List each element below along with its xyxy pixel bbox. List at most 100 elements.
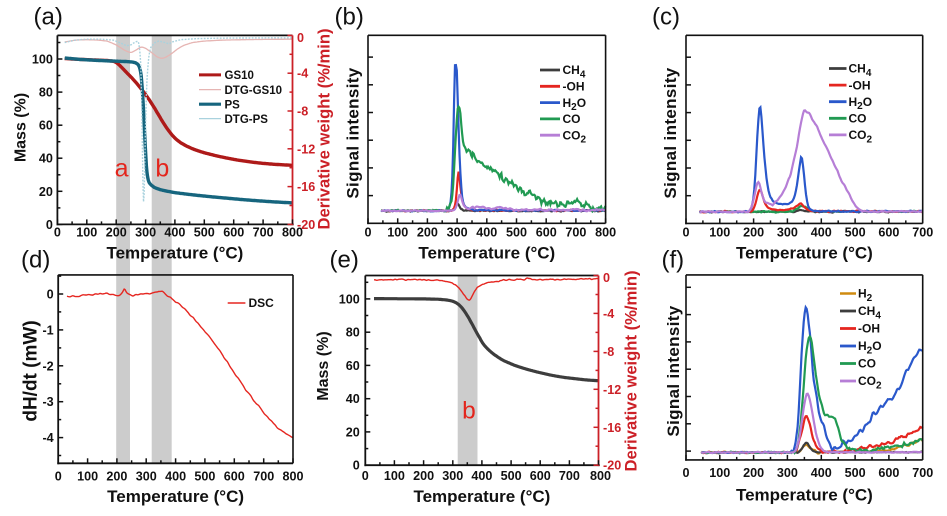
svg-text:-12: -12 — [297, 142, 315, 156]
svg-text:700: 700 — [912, 466, 933, 480]
svg-text:100: 100 — [77, 470, 98, 484]
svg-text:100: 100 — [387, 226, 408, 240]
svg-text:0: 0 — [603, 271, 610, 285]
svg-text:-4: -4 — [42, 431, 53, 445]
svg-text:0: 0 — [47, 288, 54, 302]
svg-text:800: 800 — [282, 226, 303, 240]
svg-text:Signal intensity: Signal intensity — [661, 67, 680, 198]
svg-text:400: 400 — [165, 470, 186, 484]
svg-text:Derivative weight (%/min): Derivative weight (%/min) — [622, 270, 641, 471]
svg-text:(a): (a) — [34, 4, 63, 31]
svg-text:80: 80 — [39, 86, 53, 100]
svg-text:200: 200 — [413, 469, 434, 483]
svg-text:a: a — [115, 155, 129, 183]
svg-text:Mass (%): Mass (%) — [12, 93, 29, 162]
svg-text:100: 100 — [339, 292, 360, 306]
svg-text:400: 400 — [811, 466, 832, 480]
svg-text:H2​O: H2​O — [858, 339, 882, 356]
svg-text:DSC: DSC — [249, 296, 275, 310]
svg-text:300: 300 — [447, 226, 468, 240]
svg-text:dH/dt (mW): dH/dt (mW) — [21, 320, 42, 421]
svg-text:GS10: GS10 — [225, 70, 254, 82]
svg-text:CO: CO — [849, 112, 867, 126]
svg-text:-20: -20 — [297, 218, 315, 232]
svg-text:0: 0 — [54, 226, 61, 240]
svg-text:100: 100 — [384, 469, 405, 483]
svg-text:b: b — [155, 155, 169, 183]
svg-text:300: 300 — [135, 226, 156, 240]
svg-text:100: 100 — [32, 53, 53, 67]
svg-text:Temperature (°C): Temperature (°C) — [413, 487, 550, 506]
svg-text:-1: -1 — [42, 323, 53, 337]
svg-text:-3: -3 — [42, 395, 53, 409]
svg-text:100: 100 — [709, 466, 730, 480]
svg-text:Temperature (°C): Temperature (°C) — [736, 486, 873, 505]
svg-text:Signal intensity: Signal intensity — [664, 305, 683, 436]
svg-text:CH4​: CH4​ — [858, 304, 881, 321]
svg-text:600: 600 — [224, 470, 245, 484]
svg-text:300: 300 — [777, 466, 798, 480]
svg-text:40: 40 — [346, 392, 360, 406]
svg-text:80: 80 — [346, 326, 360, 340]
svg-text:200: 200 — [417, 226, 438, 240]
svg-text:H2​O: H2​O — [849, 95, 873, 112]
svg-text:500: 500 — [506, 226, 527, 240]
svg-text:CO: CO — [858, 357, 876, 371]
svg-text:0: 0 — [682, 466, 689, 480]
svg-text:800: 800 — [595, 226, 616, 240]
svg-text:300: 300 — [136, 470, 157, 484]
svg-text:(d): (d) — [21, 247, 50, 274]
svg-text:Temperature (°C): Temperature (°C) — [736, 244, 873, 263]
svg-text:600: 600 — [878, 226, 899, 240]
svg-text:Derivative weight (%/min): Derivative weight (%/min) — [315, 28, 334, 229]
svg-text:b: b — [462, 398, 476, 425]
svg-text:(e): (e) — [330, 247, 359, 274]
svg-text:DTG-PS: DTG-PS — [225, 114, 269, 126]
svg-text:700: 700 — [565, 226, 586, 240]
svg-text:H2​O: H2​O — [563, 96, 587, 113]
svg-text:-OH: -OH — [849, 78, 871, 92]
svg-text:Temperature (°C): Temperature (°C) — [106, 244, 243, 263]
svg-text:Signal intensity: Signal intensity — [343, 67, 362, 198]
svg-text:20: 20 — [39, 185, 53, 199]
svg-text:800: 800 — [590, 469, 611, 483]
svg-text:600: 600 — [878, 466, 899, 480]
svg-text:DTG-GS10: DTG-GS10 — [225, 85, 283, 97]
svg-text:500: 500 — [194, 226, 215, 240]
svg-text:700: 700 — [253, 226, 274, 240]
svg-text:0: 0 — [682, 226, 689, 240]
svg-text:-16: -16 — [297, 180, 315, 194]
svg-text:800: 800 — [282, 470, 303, 484]
svg-text:200: 200 — [106, 470, 127, 484]
svg-text:-8: -8 — [297, 105, 308, 119]
svg-text:400: 400 — [811, 226, 832, 240]
svg-text:300: 300 — [777, 226, 798, 240]
svg-text:CH4​: CH4​ — [849, 62, 872, 79]
svg-text:700: 700 — [559, 469, 580, 483]
svg-text:CO2​: CO2​ — [849, 128, 873, 145]
svg-text:0: 0 — [46, 218, 53, 232]
svg-text:Temperature (°C): Temperature (°C) — [107, 487, 244, 506]
svg-text:CO: CO — [563, 112, 581, 126]
svg-text:500: 500 — [845, 226, 866, 240]
svg-text:(f): (f) — [662, 247, 685, 274]
svg-text:0: 0 — [297, 31, 304, 45]
svg-text:60: 60 — [39, 119, 53, 133]
svg-text:-OH: -OH — [858, 322, 880, 336]
svg-text:0: 0 — [362, 469, 369, 483]
svg-text:-16: -16 — [603, 421, 621, 435]
svg-text:-20: -20 — [603, 459, 621, 473]
svg-text:600: 600 — [530, 469, 551, 483]
svg-text:600: 600 — [223, 226, 244, 240]
svg-text:0: 0 — [364, 226, 371, 240]
svg-text:600: 600 — [536, 226, 557, 240]
svg-text:500: 500 — [194, 470, 215, 484]
svg-text:700: 700 — [253, 470, 274, 484]
svg-text:400: 400 — [471, 469, 492, 483]
svg-text:(b): (b) — [335, 4, 364, 31]
svg-text:H2​: H2​ — [858, 287, 873, 304]
svg-text:-8: -8 — [603, 345, 614, 359]
svg-text:PS: PS — [225, 99, 241, 111]
svg-text:(c): (c) — [652, 4, 680, 31]
svg-text:200: 200 — [106, 226, 127, 240]
